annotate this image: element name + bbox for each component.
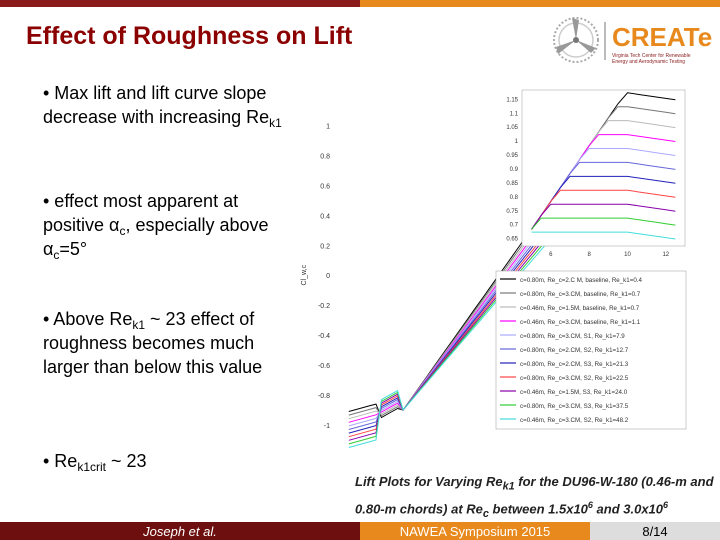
bullet-positive-alpha: • effect most apparent at positive αc, e… [43,191,269,262]
y-tick-label: -0.2 [318,303,330,310]
svg-text:CREATe: CREATe [612,22,712,52]
legend-entry: c=0.80m, Re_c=3.CM, S3, Re_k1=37.5 [520,403,629,410]
inset-chart: 0.65 0.7 0.75 0.8 0.85 0.9 0.95 1 1.05 1.1 1.15 6 8 1… [506,89,686,258]
inset-y-tick-label: 0.85 [506,181,518,187]
chart-legend: c=0.80m, Re_c=2.C M, baseline, Re_k1=0.4… [495,270,687,430]
bullet-above-rek1: • Above Rek1 ~ 23 effect of roughness be… [43,309,263,377]
legend-frame [495,270,687,430]
legend-entry: c=0.80m, Re_c=2.CM, S2, Re_k1=12.7 [520,347,629,354]
inset-y-tick-label: 0.7 [510,223,519,229]
inset-y-tick-label: 1 [515,139,519,145]
y-tick-label: 0.8 [320,153,330,160]
bullet-max-lift: • Max lift and lift curve slope decrease… [43,83,282,130]
inset-x-tick-label: 10 [624,252,631,258]
footer-author: Joseph et al. [0,522,360,540]
lift-chart: -1-0.8-0.6-0.4-0.200.20.40.60.81-15-10-5… [300,78,720,476]
inset-x-tick-label: 8 [587,252,591,258]
y-tick-label: -1 [324,423,330,430]
legend-entry: c=0.80m, Re_c=3.CM, S1, Re_k1=7.9 [520,333,625,340]
legend-entry: c=0.80m, Re_c=2.C M, baseline, Re_k1=0.4 [520,277,642,284]
inset-series-line [531,217,676,230]
create-logo: CREATe Virginia Tech Center for Renewabl… [548,12,716,68]
top-accent-bar [0,0,720,7]
inset-series-line [531,175,676,230]
inset-y-tick-label: 1.15 [506,97,518,103]
inset-series-line [531,203,676,230]
chart-caption: Lift Plots for Varying Rek1 for the DU96… [355,474,714,520]
legend-entry: c=0.46m, Re_c=3.CM, S2, Re_k1=48.2 [520,417,629,424]
inset-y-tick-label: 0.9 [510,167,519,173]
turbine-logo-icon: CREATe Virginia Tech Center for Renewabl… [553,17,712,65]
top-accent-maroon [0,0,360,7]
y-tick-label: 0 [326,273,330,280]
legend-entry: c=0.46m, Re_c=1.5M, S3, Re_k1=24.0 [520,389,628,396]
inset-series-line [531,189,676,230]
legend-entry: c=0.46m, Re_c=3.CM, baseline, Re_k1=1.1 [520,319,641,326]
inset-frame [521,89,686,247]
footer-page-number: 8/14 [590,522,720,540]
inset-x-tick-label: 6 [549,252,553,258]
inset-y-tick-label: 0.65 [506,237,518,243]
legend-entry: c=0.80m, Re_c=3.CM, baseline, Re_k1=0.7 [520,291,641,298]
y-tick-label: 0.2 [320,243,330,250]
svg-text:Virginia Tech Center for Renew: Virginia Tech Center for Renewable [612,53,691,59]
slide-title: Effect of Roughness on Lift [26,22,353,50]
y-tick-label: -0.6 [318,363,330,370]
footer-venue: NAWEA Symposium 2015 [360,522,590,540]
footer-bar: Joseph et al. NAWEA Symposium 2015 8/14 [0,522,720,540]
y-tick-label: 1 [326,123,330,130]
legend-entry: c=0.46m, Re_c=1.5M, baseline, Re_k1=0.7 [520,305,640,312]
inset-y-tick-label: 1.05 [506,125,518,131]
y-tick-label: 0.6 [320,183,330,190]
inset-x-tick-label: 12 [662,252,669,258]
y-tick-label: -0.4 [318,333,330,340]
y-tick-label: -0.8 [318,393,330,400]
y-tick-label: 0.4 [320,213,330,220]
inset-y-tick-label: 0.75 [506,209,518,215]
inset-y-tick-label: 0.8 [510,195,519,201]
svg-text:Energy and Aerodynamic Testing: Energy and Aerodynamic Testing [612,59,685,65]
legend-entry: c=0.80m, Re_c=3.CM, S2, Re_k1=22.5 [520,375,629,382]
inset-y-tick-label: 0.95 [506,153,518,159]
lift-chart-svg: -1-0.8-0.6-0.4-0.200.20.40.60.81-15-10-5… [301,89,687,476]
top-accent-orange [360,0,720,7]
bullet-rek1-crit: • Rek1crit ~ 23 [43,451,147,474]
y-axis-label: Cl_w,c [301,264,308,285]
inset-y-tick-label: 1.1 [510,111,519,117]
inset-series-line [531,231,676,240]
legend-entry: c=0.80m, Re_c=2.CM, S3, Re_k1=21.3 [520,361,629,368]
